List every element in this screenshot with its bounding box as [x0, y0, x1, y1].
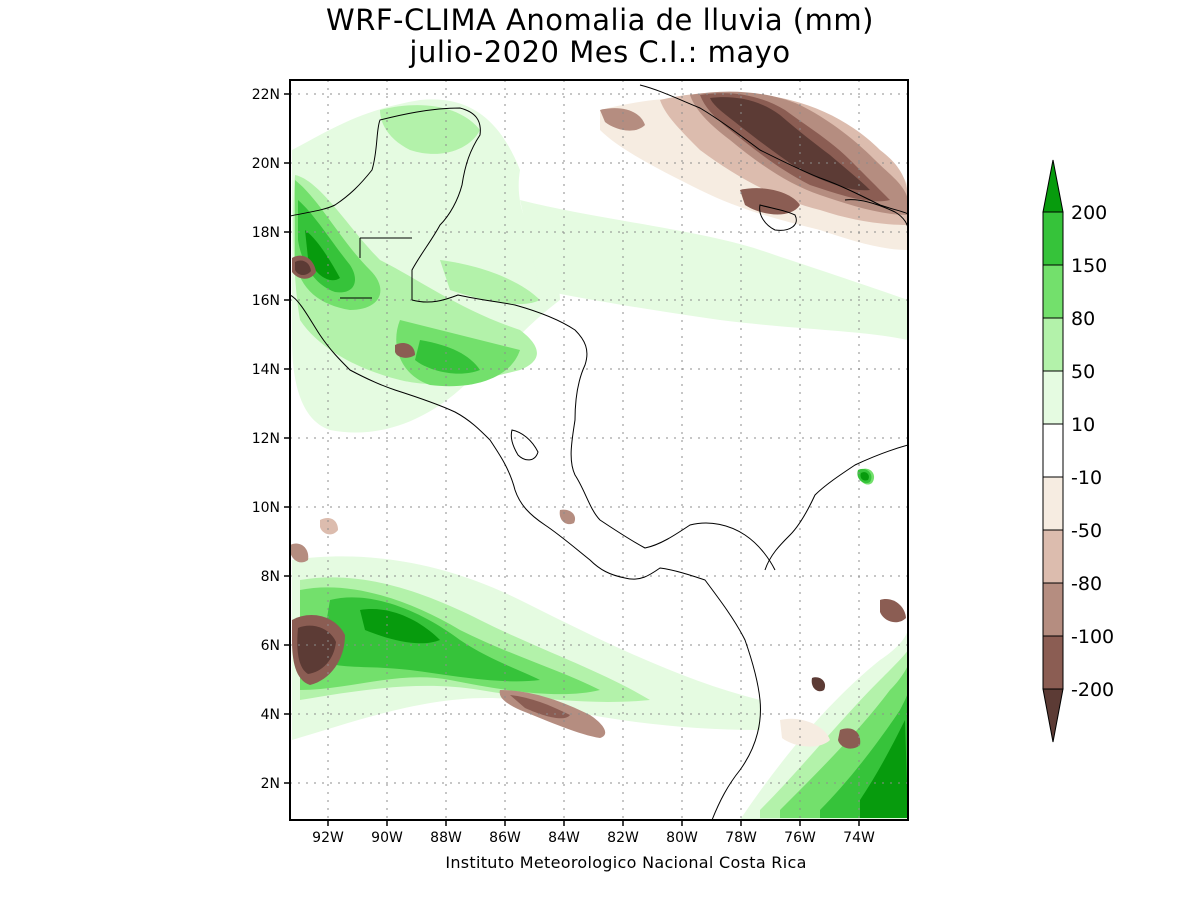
map-frame	[289, 79, 909, 821]
colorbar-segment	[1042, 582, 1064, 637]
colorbar-segment	[1042, 159, 1064, 213]
precipitation-anomaly-field	[290, 80, 908, 820]
legend-label: 200	[1071, 202, 1107, 224]
lon-label: 76W	[784, 830, 816, 846]
lon-label: 88W	[430, 830, 462, 846]
coastline-lines	[290, 84, 908, 820]
lon-label: 82W	[607, 830, 639, 846]
latitude-labels: 22N 20N 18N 16N 14N 12N 10N 8N 6N 4N 2N	[252, 87, 280, 792]
lon-label: 90W	[371, 830, 403, 846]
legend-label: -50	[1071, 520, 1102, 542]
lat-label: 14N	[252, 362, 280, 378]
legend-label: 80	[1071, 308, 1095, 330]
lat-label: 6N	[261, 638, 280, 654]
lat-label: 22N	[252, 87, 280, 103]
colorbar-labels: 200 150 80 50 10 -10 -50 -80 -100 -200	[1071, 202, 1114, 701]
lon-label: 78W	[725, 830, 757, 846]
legend-label: 50	[1071, 361, 1095, 383]
lat-label: 4N	[261, 707, 280, 723]
colorbar-segment	[1042, 264, 1064, 319]
footer-credit: Instituto Meteorologico Nacional Costa R…	[445, 853, 807, 872]
lat-label: 20N	[252, 156, 280, 172]
lat-label: 12N	[252, 431, 280, 447]
map-title-line2: julio-2020 Mes C.I.: mayo	[409, 35, 791, 69]
legend-label: -100	[1071, 626, 1114, 648]
lat-label: 18N	[252, 225, 280, 241]
lon-label: 86W	[489, 830, 521, 846]
colorbar-legend	[1042, 159, 1064, 743]
legend-label: -200	[1071, 679, 1114, 701]
lon-label: 74W	[843, 830, 875, 846]
colorbar-segment	[1042, 317, 1064, 372]
graticule-grid	[290, 80, 908, 820]
colorbar-segment	[1042, 423, 1064, 478]
lon-label: 92W	[312, 830, 344, 846]
colorbar-segment	[1042, 211, 1064, 266]
lat-label: 10N	[252, 500, 280, 516]
colorbar-segment	[1042, 635, 1064, 690]
legend-label: 10	[1071, 414, 1095, 436]
colorbar-segment	[1042, 529, 1064, 584]
legend-label: -10	[1071, 467, 1102, 489]
longitude-labels: 92W 90W 88W 86W 84W 82W 80W 78W 76W 74W	[312, 830, 875, 846]
map-title-line1: WRF-CLIMA Anomalia de lluvia (mm)	[326, 3, 874, 37]
colorbar-segment	[1042, 476, 1064, 531]
lon-label: 84W	[548, 830, 580, 846]
lat-label: 2N	[261, 776, 280, 792]
lat-label: 8N	[261, 569, 280, 585]
lat-label: 16N	[252, 293, 280, 309]
legend-label: 150	[1071, 255, 1107, 277]
legend-label: -80	[1071, 573, 1102, 595]
colorbar-segment	[1042, 688, 1064, 743]
lon-label: 80W	[666, 830, 698, 846]
colorbar-segment	[1042, 370, 1064, 425]
axis-ticks	[284, 93, 860, 826]
